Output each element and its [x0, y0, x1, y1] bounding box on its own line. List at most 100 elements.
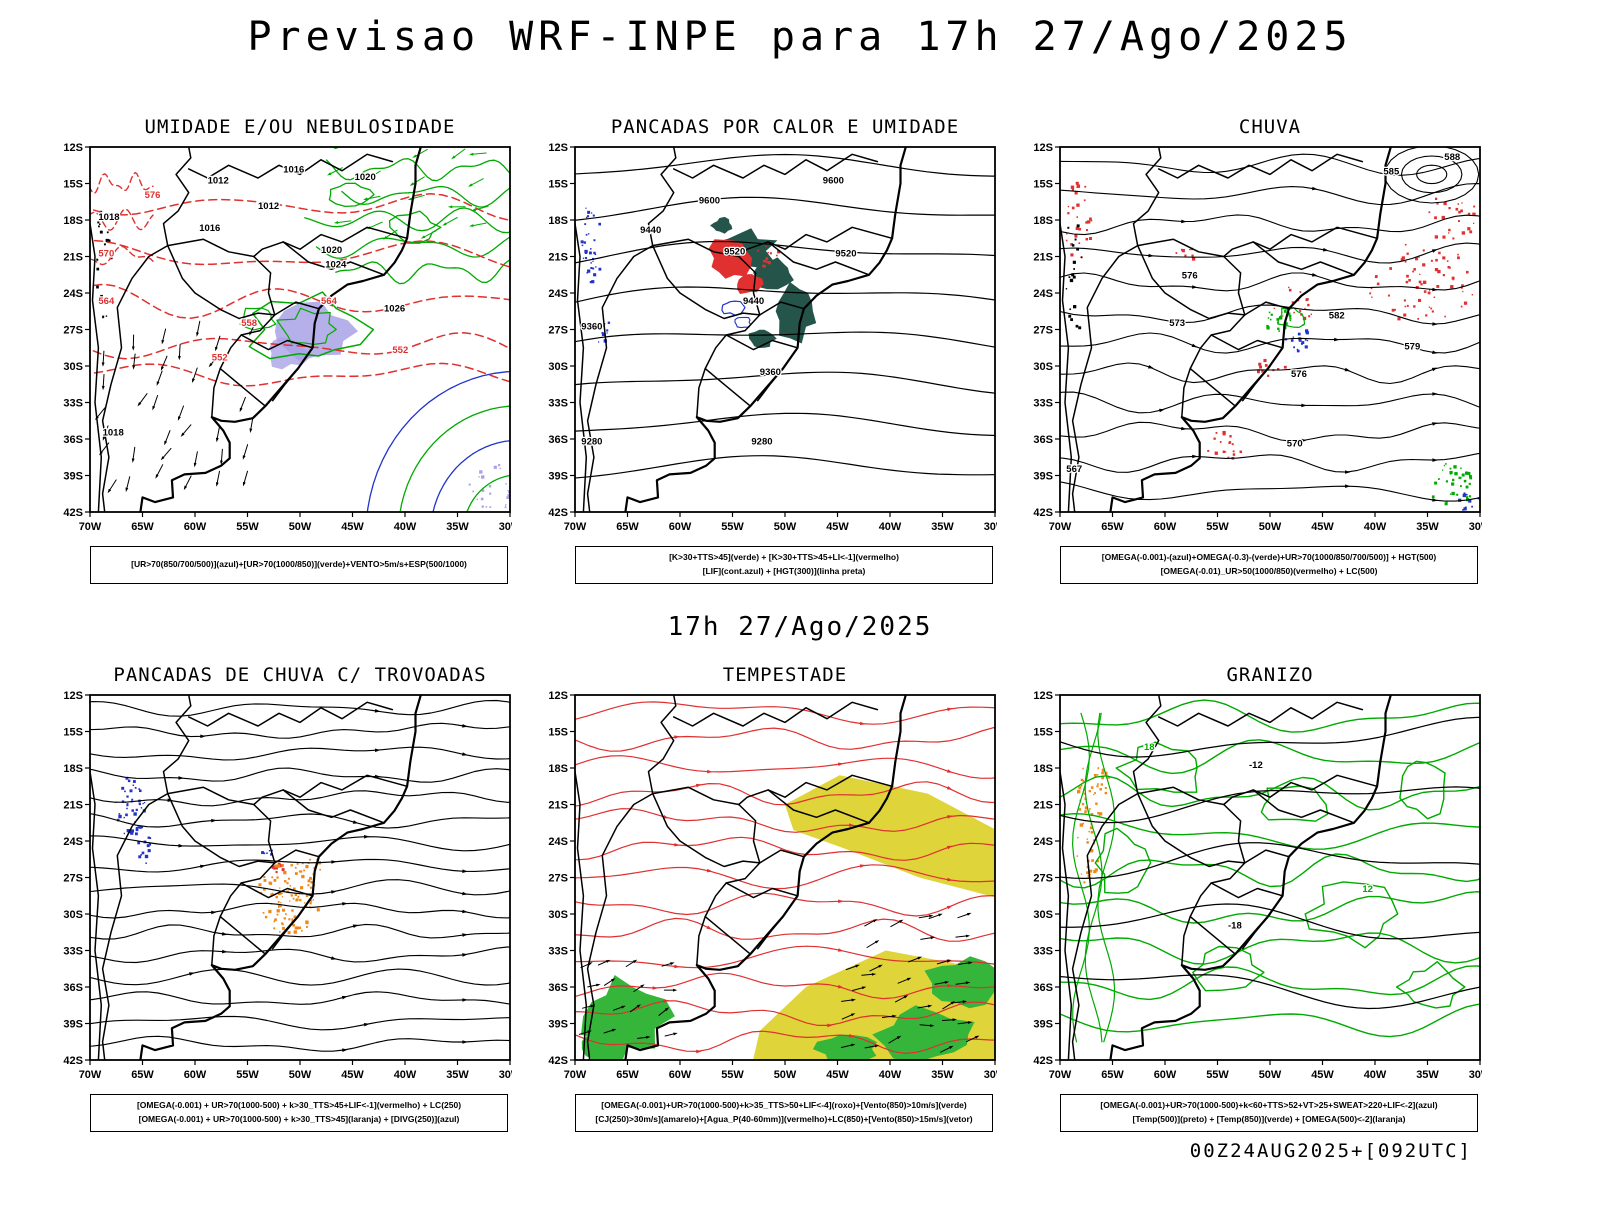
svg-text:55W: 55W [236, 521, 259, 533]
svg-text:24S: 24S [63, 288, 83, 300]
svg-text:27S: 27S [63, 325, 83, 337]
svg-text:33S: 33S [63, 946, 83, 958]
svg-text:1016: 1016 [199, 223, 220, 234]
svg-text:24S: 24S [548, 836, 568, 848]
svg-text:42S: 42S [548, 507, 568, 519]
svg-text:45W: 45W [826, 1069, 849, 1081]
svg-text:35W: 35W [931, 1069, 954, 1081]
svg-text:1020: 1020 [355, 172, 376, 183]
svg-text:65W: 65W [1101, 1069, 1124, 1081]
map-chuva: 12S 15S 18S 21S 24S 27S 30S 33S 36S 39S 42S 70W 65W 6… [1033, 142, 1482, 533]
svg-text:40W: 40W [1364, 1069, 1387, 1081]
svg-text:1012: 1012 [208, 176, 229, 187]
svg-text:9440: 9440 [640, 225, 661, 236]
svg-text:50W: 50W [289, 521, 312, 533]
svg-text:50W: 50W [1259, 1069, 1282, 1081]
svg-text:12S: 12S [1033, 142, 1053, 154]
svg-text:65W: 65W [131, 1069, 154, 1081]
svg-text:36S: 36S [1033, 434, 1053, 446]
svg-text:55W: 55W [721, 521, 744, 533]
panel-title-pancadas-calor: PANCADAS POR CALOR E UMIDADE [610, 116, 960, 138]
map-tempestade: 12S 15S 18S 21S 24S 27S 30S 33S 36S 39S 42S 70W 65W 6… [548, 690, 997, 1081]
svg-text:50W: 50W [774, 521, 797, 533]
svg-text:-18: -18 [1228, 921, 1242, 932]
svg-text:45W: 45W [341, 521, 364, 533]
svg-text:30S: 30S [1033, 361, 1053, 373]
svg-text:33S: 33S [1033, 398, 1053, 410]
svg-text:18S: 18S [1033, 763, 1053, 775]
svg-text:12S: 12S [1033, 690, 1053, 702]
svg-text:55W: 55W [1206, 1069, 1229, 1081]
svg-text:42S: 42S [548, 1055, 568, 1067]
svg-text:1018: 1018 [98, 212, 119, 223]
svg-text:9600: 9600 [823, 176, 844, 187]
svg-text:35W: 35W [1416, 1069, 1439, 1081]
svg-text:12S: 12S [548, 142, 568, 154]
svg-text:588: 588 [1444, 152, 1460, 163]
map-umidade: 12S 15S 18S 21S 24S 27S 30S 33S 36S 39S 42S 70W 65W 6… [63, 142, 512, 533]
svg-text:558: 558 [241, 318, 257, 329]
legend-line: [LIF](cont.azul) + [HGT(300)](linha pret… [702, 566, 866, 576]
svg-text:9600: 9600 [699, 196, 720, 207]
legend-box-tempestade: [OMEGA(-0.001)+UR>70(1000-500)+k>35_TTS>… [575, 1094, 993, 1132]
svg-text:39S: 39S [548, 1019, 568, 1031]
legend-line: [Temp(500)](preto) + [Temp(850)](verde) … [1132, 1114, 1406, 1124]
svg-text:33S: 33S [1033, 946, 1053, 958]
svg-text:552: 552 [212, 353, 228, 364]
svg-text:27S: 27S [1033, 873, 1053, 885]
svg-text:30S: 30S [63, 909, 83, 921]
panel-row-top: UMIDADE E/OU NEBULOSIDADE 12S 15S 18S 21S 24… [54, 116, 1600, 584]
panel-row-bottom: PANCADAS DE CHUVA C/ TROVOADAS 12S 15S 18S… [54, 664, 1600, 1132]
svg-text:18S: 18S [548, 215, 568, 227]
center-timestamp: 17h 27/Ago/2025 [667, 612, 933, 642]
svg-text:42S: 42S [1033, 1055, 1053, 1067]
panel-pancadas-calor: PANCADAS POR CALOR E UMIDADE 12S 15S 18S 21… [539, 116, 997, 584]
svg-text:1012: 1012 [258, 201, 279, 212]
map-granizo: 12S 15S 18S 21S 24S 27S 30S 33S 36S 39S 42S 70W 65W 6… [1033, 690, 1482, 1081]
svg-text:55W: 55W [236, 1069, 259, 1081]
svg-text:576: 576 [145, 190, 161, 201]
svg-text:30S: 30S [63, 361, 83, 373]
panel-title-chuva: CHUVA [1238, 116, 1302, 138]
svg-text:45W: 45W [1311, 521, 1334, 533]
svg-text:30W: 30W [984, 521, 997, 533]
svg-text:24S: 24S [1033, 836, 1053, 848]
svg-text:40W: 40W [879, 1069, 902, 1081]
svg-text:1026: 1026 [384, 303, 405, 314]
svg-text:42S: 42S [63, 1055, 83, 1067]
legend-line: [OMEGA(-0.001)+UR>70(1000-500)+k<60+TTS>… [1100, 1100, 1438, 1111]
svg-text:576: 576 [1182, 270, 1198, 281]
svg-text:36S: 36S [1033, 982, 1053, 994]
panel-trovoadas: PANCADAS DE CHUVA C/ TROVOADAS 12S 15S 18S… [54, 664, 512, 1132]
svg-text:36S: 36S [548, 982, 568, 994]
svg-text:60W: 60W [184, 521, 207, 533]
legend-line: [OMEGA(-0.001)-(azul)+OMEGA(-0.3)-(verde… [1101, 552, 1437, 563]
svg-text:15S: 15S [1033, 179, 1053, 191]
legend-line: [K>30+TTS>45](verde) + [K>30+TTS>45+LI<-… [669, 552, 899, 563]
svg-text:36S: 36S [63, 434, 83, 446]
svg-text:576: 576 [1291, 369, 1307, 380]
svg-text:45W: 45W [341, 1069, 364, 1081]
legend-line: [OMEGA(-0.001)+UR>70(1000-500)+k>35_TTS>… [601, 1100, 967, 1111]
svg-text:12S: 12S [63, 142, 83, 154]
svg-text:30W: 30W [1469, 521, 1482, 533]
legend-box-pancadas-calor: [K>30+TTS>45](verde) + [K>30+TTS>45+LI<-… [575, 546, 993, 584]
svg-text:15S: 15S [63, 727, 83, 739]
svg-text:60W: 60W [184, 1069, 207, 1081]
svg-text:-12: -12 [1249, 760, 1263, 771]
svg-text:27S: 27S [548, 873, 568, 885]
svg-text:39S: 39S [63, 1019, 83, 1031]
svg-text:9280: 9280 [581, 436, 602, 447]
svg-text:39S: 39S [1033, 1019, 1053, 1031]
svg-text:60W: 60W [1154, 1069, 1177, 1081]
svg-text:55W: 55W [721, 1069, 744, 1081]
svg-text:21S: 21S [63, 800, 83, 812]
svg-text:21S: 21S [63, 252, 83, 264]
svg-text:70W: 70W [564, 1069, 587, 1081]
svg-text:60W: 60W [1154, 521, 1177, 533]
svg-text:35W: 35W [931, 521, 954, 533]
svg-text:30W: 30W [984, 1069, 997, 1081]
legend-box-trovoadas: [OMEGA(-0.001) + UR>70(1000-500) + k>30_… [90, 1094, 508, 1132]
svg-text:30S: 30S [548, 909, 568, 921]
svg-text:567: 567 [1066, 464, 1082, 475]
